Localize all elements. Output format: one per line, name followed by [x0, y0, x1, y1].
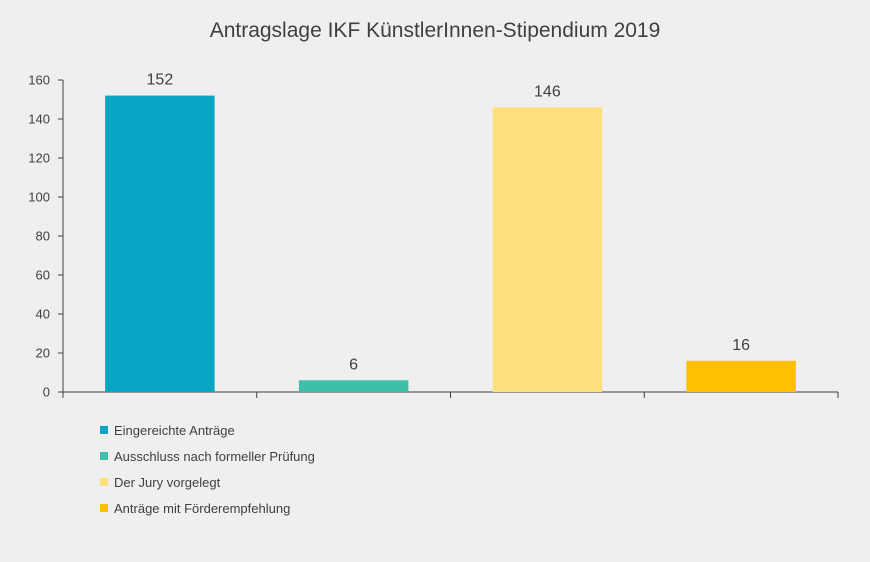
y-axis: 0 20 40 60 80 100 120 140 160 — [28, 73, 64, 400]
y-tick-label: 20 — [36, 346, 50, 361]
legend-label: Eingereichte Anträge — [114, 422, 235, 438]
y-tick-label: 0 — [43, 385, 50, 400]
legend-label: Ausschluss nach formeller Prüfung — [114, 448, 315, 464]
x-axis — [62, 391, 839, 398]
data-label: 6 — [349, 356, 358, 373]
legend-swatch — [100, 452, 108, 460]
legend-item: Anträge mit Förderempfehlung — [100, 495, 315, 521]
legend-label: Anträge mit Förderempfehlung — [114, 500, 291, 516]
chart-legend: Eingereichte Anträge Ausschluss nach form… — [100, 417, 315, 521]
bars-group — [105, 95, 796, 393]
y-tick-label: 160 — [28, 73, 50, 88]
data-labels-group: 152 6 146 16 — [147, 72, 751, 374]
bar — [492, 107, 603, 393]
y-tick-label: 140 — [28, 112, 50, 127]
legend-swatch — [100, 478, 108, 486]
legend-swatch — [100, 504, 108, 512]
chart-title: Antragslage IKF KünstlerInnen-Stipendium… — [210, 19, 661, 42]
y-tick-label: 100 — [28, 190, 50, 205]
y-tick-label: 80 — [36, 229, 50, 244]
y-tick-label: 40 — [36, 307, 50, 322]
legend-label: Der Jury vorgelegt — [114, 474, 221, 490]
data-label: 16 — [732, 337, 750, 354]
legend-item: Der Jury vorgelegt — [100, 469, 315, 495]
data-label: 146 — [534, 83, 561, 100]
y-tick-label: 60 — [36, 268, 50, 283]
legend-item: Ausschluss nach formeller Prüfung — [100, 443, 315, 469]
bar — [686, 360, 796, 392]
bar — [105, 95, 215, 392]
y-tick-label: 120 — [28, 151, 50, 166]
legend-swatch — [100, 426, 108, 434]
bar — [298, 380, 409, 392]
legend-item: Eingereichte Anträge — [100, 417, 315, 443]
data-label: 152 — [147, 72, 174, 89]
